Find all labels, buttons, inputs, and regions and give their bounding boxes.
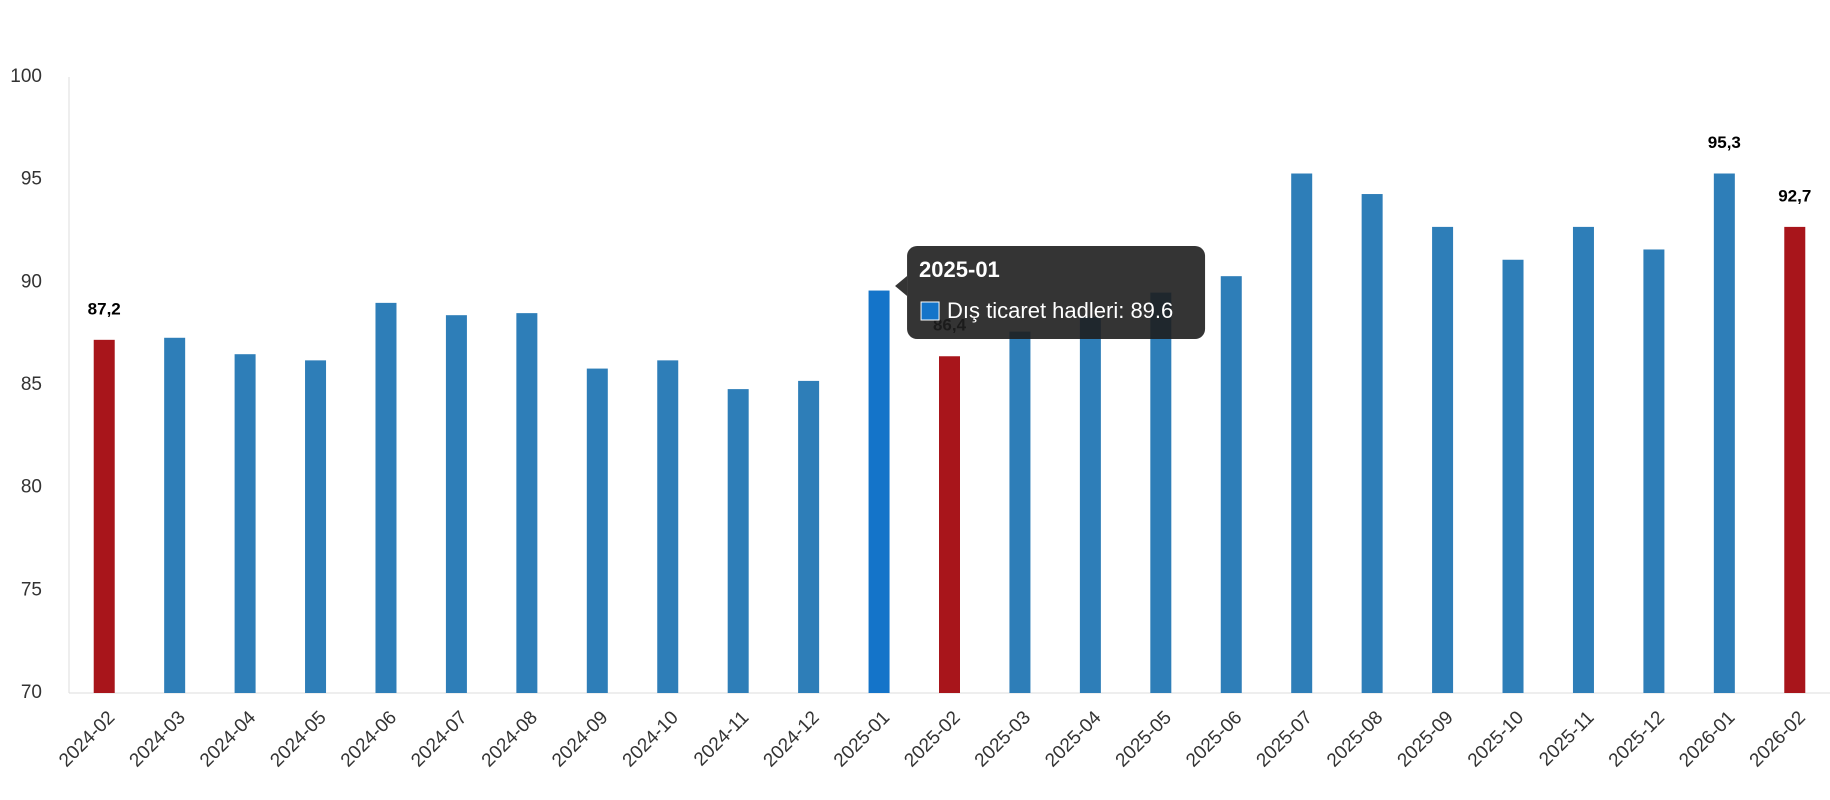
data-label: 92,7 (1778, 186, 1811, 205)
bar[interactable] (727, 389, 749, 693)
bar[interactable] (939, 356, 960, 693)
x-tick-label: 2024-07 (407, 707, 471, 771)
bar[interactable] (1009, 331, 1031, 693)
tooltip: 2025-01 Dış ticaret hadleri: 89.6 (895, 246, 1206, 339)
y-tick-label: 80 (21, 477, 42, 498)
x-tick-label: 2024-08 (478, 707, 542, 771)
x-tick-label: 2025-02 (900, 707, 964, 771)
bar[interactable] (1220, 276, 1242, 693)
x-tick-label: 2025-04 (1041, 707, 1105, 771)
bar[interactable] (516, 313, 538, 693)
x-tick-label: 2024-10 (619, 707, 683, 771)
bar[interactable] (868, 290, 890, 693)
bar[interactable] (1432, 226, 1454, 694)
bar[interactable] (164, 337, 186, 693)
x-tick-label: 2026-01 (1675, 707, 1739, 771)
x-tick-label: 2024-03 (126, 707, 190, 771)
bar[interactable] (657, 360, 679, 693)
bar[interactable] (1291, 173, 1313, 694)
x-tick-label: 2024-12 (760, 707, 824, 771)
bar[interactable] (1361, 194, 1383, 694)
y-tick-label: 95 (21, 169, 42, 190)
x-tick-label: 2024-04 (196, 707, 260, 771)
bar[interactable] (234, 354, 256, 693)
x-tick-label: 2025-03 (971, 707, 1035, 771)
bar[interactable] (1150, 292, 1172, 693)
bar[interactable] (445, 315, 467, 693)
x-tick-label: 2025-06 (1182, 707, 1246, 771)
x-tick-label: 2025-09 (1394, 707, 1458, 771)
bar[interactable] (1713, 173, 1735, 694)
y-tick-label: 75 (21, 579, 42, 600)
x-tick-label: 2024-09 (548, 707, 612, 771)
bar[interactable] (1784, 226, 1806, 694)
x-tick-label: 2025-12 (1605, 707, 1669, 771)
data-label: 95,3 (1708, 133, 1741, 152)
data-label: 87,2 (88, 299, 121, 318)
bar[interactable] (1079, 317, 1101, 693)
bar[interactable] (798, 380, 820, 693)
y-tick-label: 100 (10, 66, 42, 87)
x-tick-label: 2025-11 (1535, 707, 1598, 770)
x-tick-label: 2025-08 (1323, 707, 1387, 771)
x-tick-label: 2025-10 (1464, 707, 1528, 771)
bar[interactable] (1502, 259, 1524, 693)
x-tick-label: 2025-05 (1112, 707, 1176, 771)
y-tick-label: 70 (21, 682, 42, 703)
bar[interactable] (93, 339, 115, 693)
x-tick-label: 2025-07 (1253, 707, 1317, 771)
tooltip-arrow (895, 276, 908, 296)
bar[interactable] (305, 360, 327, 693)
x-tick-label: 2026-02 (1746, 707, 1810, 771)
tooltip-swatch (920, 301, 940, 321)
x-tick-label: 2024-06 (337, 707, 401, 771)
bar[interactable] (375, 302, 397, 693)
y-tick-label: 85 (21, 374, 42, 395)
x-tick-label: 2024-11 (690, 707, 753, 770)
y-tick-label: 90 (21, 271, 42, 292)
tooltip-title: 2025-01 (919, 257, 1000, 282)
x-tick-label: 2024-05 (266, 707, 330, 771)
tooltip-box (907, 246, 1206, 339)
x-tick-label: 2024-02 (55, 707, 119, 771)
bar[interactable] (1643, 249, 1665, 694)
x-tick-label: 2025-01 (830, 707, 894, 771)
bar[interactable] (586, 368, 608, 693)
tooltip-text: Dış ticaret hadleri: 89.6 (947, 298, 1173, 323)
bar[interactable] (1572, 226, 1594, 694)
